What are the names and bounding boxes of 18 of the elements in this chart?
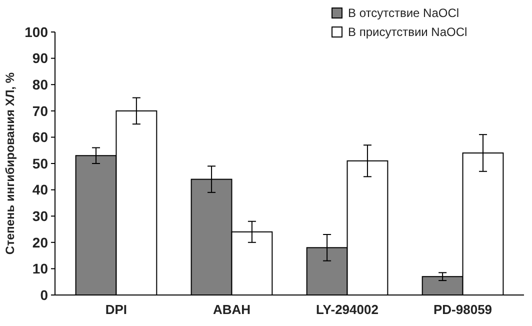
x-tick-label: LY-294002 [316,302,378,317]
y-tick-label: 80 [32,76,48,92]
y-tick-label: 70 [32,102,48,119]
y-tick-label: 10 [32,260,48,277]
y-tick-label: 0 [40,286,48,303]
y-tick-label: 20 [32,234,48,250]
y-tick-label: 40 [32,182,48,198]
x-tick-label: PD-98059 [434,302,492,317]
y-tick-label: 60 [32,129,48,146]
legend-label: В отсутствие NaOCl [348,6,460,20]
x-tick-label: DPI [105,302,128,317]
y-tick-label: 90 [32,50,48,66]
y-tick-label: 30 [32,208,48,224]
y-axis-title: Степень ингибирования ХЛ, % [3,72,17,255]
y-tick-label: 50 [32,155,48,172]
legend-label: В присутствии NaOCl [348,25,468,40]
y-tick-label: 100 [24,24,48,40]
x-tick-label: ABAH [212,302,251,317]
